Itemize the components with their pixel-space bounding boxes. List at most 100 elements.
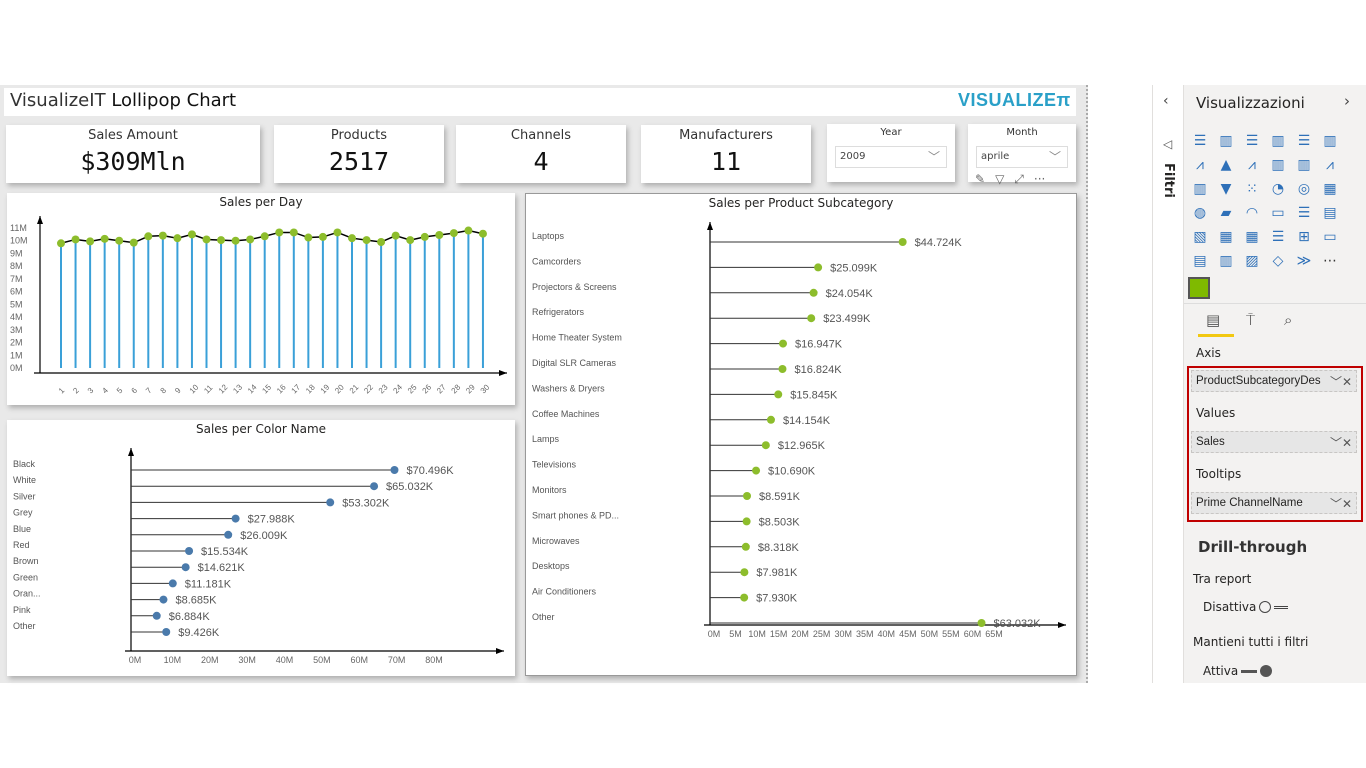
visual-type-icon[interactable]: ▥ xyxy=(1271,133,1285,149)
lollipop-dot xyxy=(420,232,429,241)
year-dropdown[interactable]: 2009 ﹀ xyxy=(835,146,947,168)
pin-icon[interactable]: ✎ xyxy=(975,172,986,186)
visual-type-icon[interactable]: ▭ xyxy=(1271,205,1285,221)
lollipop-custom-visual-icon[interactable] xyxy=(1188,277,1210,299)
analytics-magnifier-icon[interactable]: ⌕ xyxy=(1284,311,1293,329)
data-label: $14.154K xyxy=(783,415,831,427)
x-tick-label: 70M xyxy=(388,655,406,665)
sales-per-subcategory-chart[interactable]: Sales per Product Subcategory 0M 5M 10M 15M 2… xyxy=(525,193,1077,676)
kpi-products[interactable]: Products 2517 xyxy=(274,125,444,183)
visual-type-icon[interactable]: ◔ xyxy=(1271,181,1285,197)
visual-type-icon[interactable]: ▥ xyxy=(1219,133,1233,149)
y-category-label: Brown xyxy=(13,556,39,566)
visual-type-icon[interactable]: ◠ xyxy=(1245,205,1259,221)
lollipop-dot xyxy=(362,236,371,245)
more-options-icon[interactable]: ··· xyxy=(1033,172,1046,186)
sales-per-day-chart[interactable]: Sales per Day 0M 1M 2M 3M 4M 5M 6M 7M 8M 9M 10M 11M 1… xyxy=(7,193,515,405)
visual-type-icon[interactable]: ⁙ xyxy=(1246,181,1258,197)
visual-type-icon[interactable]: ▨ xyxy=(1245,253,1259,269)
data-label: $16.824K xyxy=(794,364,842,376)
chart-title: Sales per Product Subcategory xyxy=(708,196,894,210)
lollipop-dot xyxy=(173,234,182,243)
visual-type-icon[interactable]: ▤ xyxy=(1323,205,1337,221)
lollipop-dot xyxy=(260,232,269,241)
values-field-well[interactable]: Sales ﹀✕ xyxy=(1191,431,1357,453)
visual-type-icon[interactable]: ▦ xyxy=(1323,181,1337,197)
y-tick-label: 1M xyxy=(10,350,23,360)
visual-type-icon[interactable]: ▥ xyxy=(1323,133,1337,149)
y-category-label: White xyxy=(13,475,36,485)
visual-type-icon[interactable]: ◍ xyxy=(1193,205,1207,221)
format-paint-roller-icon[interactable]: ⍑ xyxy=(1246,311,1256,329)
x-tick-label: 80M xyxy=(425,655,443,665)
visual-type-icon[interactable]: ☰ xyxy=(1297,133,1311,149)
lollipop-dot xyxy=(752,466,761,475)
visual-type-icon[interactable]: ▼ xyxy=(1220,181,1232,197)
lollipop-dot xyxy=(741,542,750,551)
keep-filters-toggle[interactable]: Attiva xyxy=(1203,664,1273,678)
lollipop-dot xyxy=(740,568,749,577)
visual-type-icon[interactable]: ▲ xyxy=(1220,157,1232,173)
lollipop-dot xyxy=(391,231,400,240)
visual-type-icon[interactable]: ⩘ xyxy=(1196,157,1204,173)
visual-type-icon[interactable]: ☰ xyxy=(1297,205,1311,221)
y-tick-label: 6M xyxy=(10,287,23,297)
data-label: $12.965K xyxy=(778,440,826,452)
chevron-close-icons[interactable]: ﹀✕ xyxy=(1329,374,1352,389)
visual-type-icon[interactable]: ◎ xyxy=(1297,181,1311,197)
visual-type-icon[interactable]: ≫ xyxy=(1296,253,1312,269)
filters-label[interactable]: Filtri xyxy=(1161,163,1176,198)
visual-type-icon[interactable]: ⩘ xyxy=(1326,157,1334,173)
y-category-label: Home Theater System xyxy=(532,333,622,343)
visual-type-icon[interactable]: ☰ xyxy=(1271,229,1285,245)
visual-type-icon[interactable]: ▤ xyxy=(1193,253,1207,269)
visual-type-icon[interactable]: ▥ xyxy=(1297,157,1311,173)
visual-type-icon[interactable]: ⋯ xyxy=(1323,253,1337,269)
visual-type-icon[interactable]: ▥ xyxy=(1193,181,1207,197)
x-axis-arrow xyxy=(1058,622,1066,628)
visual-type-icon[interactable]: ◇ xyxy=(1272,253,1284,269)
lollipop-dot xyxy=(217,236,226,245)
sales-per-color-chart[interactable]: Sales per Color Name 0M 10M 20M 30M 40M 50M 60M… xyxy=(7,420,515,676)
filter-icon[interactable]: ▽ xyxy=(995,172,1005,186)
visual-type-icon[interactable]: ⊞ xyxy=(1298,229,1310,245)
data-label: $6.884K xyxy=(169,611,211,623)
visual-type-icon[interactable]: ▦ xyxy=(1245,229,1259,245)
y-category-label: Blue xyxy=(13,524,31,534)
axis-field-well[interactable]: ProductSubcategoryDes ﹀✕ xyxy=(1191,370,1357,392)
y-tick-label: 10M xyxy=(10,236,28,246)
data-label: $44.724K xyxy=(915,237,963,249)
chevron-close-icons[interactable]: ﹀✕ xyxy=(1329,496,1352,511)
kpi-sales-amount[interactable]: Sales Amount $309Mln xyxy=(6,125,260,183)
visual-type-icon[interactable]: ▥ xyxy=(1219,253,1233,269)
focus-mode-icon[interactable]: ⤢ xyxy=(1014,172,1024,186)
visual-type-icon[interactable]: ▥ xyxy=(1271,157,1285,173)
visual-type-icon[interactable]: ▰ xyxy=(1220,205,1232,221)
chevron-close-icons[interactable]: ﹀✕ xyxy=(1329,435,1352,450)
y-category-label: Digital SLR Cameras xyxy=(532,358,617,368)
visual-type-icon[interactable]: ☰ xyxy=(1245,133,1259,149)
fields-tab-icon[interactable]: ▤ xyxy=(1206,311,1221,329)
visual-type-icon[interactable]: ▭ xyxy=(1323,229,1337,245)
visual-type-icon[interactable]: ▦ xyxy=(1219,229,1233,245)
cross-report-toggle[interactable]: Disattiva xyxy=(1203,600,1289,614)
data-label: $27.988K xyxy=(248,514,296,526)
collapse-left-icon[interactable]: ‹ xyxy=(1163,93,1169,109)
expand-right-icon[interactable]: › xyxy=(1344,92,1350,110)
tooltips-field-well[interactable]: Prime ChannelName ﹀✕ xyxy=(1191,492,1357,514)
y-tick-label: 7M xyxy=(10,274,23,284)
visual-type-icon[interactable]: ☰ xyxy=(1193,133,1207,149)
visual-type-gallery: ☰ ▥ ☰ ▥ ☰ ▥ ⩘ ▲ ⩘ ▥ ▥ ⩘ ▥ ▼ ⁙ ◔ ◎ ▦ ◍ ▰ ◠ ▭ ☰ ▤ ▧ ▦ ▦ ☰ ⊞ ▭ ▤ ▥ ▨ ◇ ≫ ⋯ xyxy=(1190,129,1343,273)
x-tick-label: 15M xyxy=(770,629,788,639)
lollipop-dot xyxy=(158,231,167,240)
y-category-label: Desktops xyxy=(532,561,570,571)
x-tick-label: 10M xyxy=(748,629,766,639)
visual-type-icon[interactable]: ▧ xyxy=(1193,229,1207,245)
month-dropdown[interactable]: aprile ﹀ xyxy=(976,146,1068,168)
visual-type-icon[interactable]: ⩘ xyxy=(1248,157,1256,173)
lollipop-dot xyxy=(464,226,473,235)
kpi-manufacturers[interactable]: Manufacturers 11 xyxy=(641,125,811,183)
kpi-channels[interactable]: Channels 4 xyxy=(456,125,626,183)
filters-pane[interactable]: ‹ ◁ Filtri xyxy=(1152,85,1184,683)
page-title: VisualizeIT Lollipop Chart xyxy=(10,90,237,111)
